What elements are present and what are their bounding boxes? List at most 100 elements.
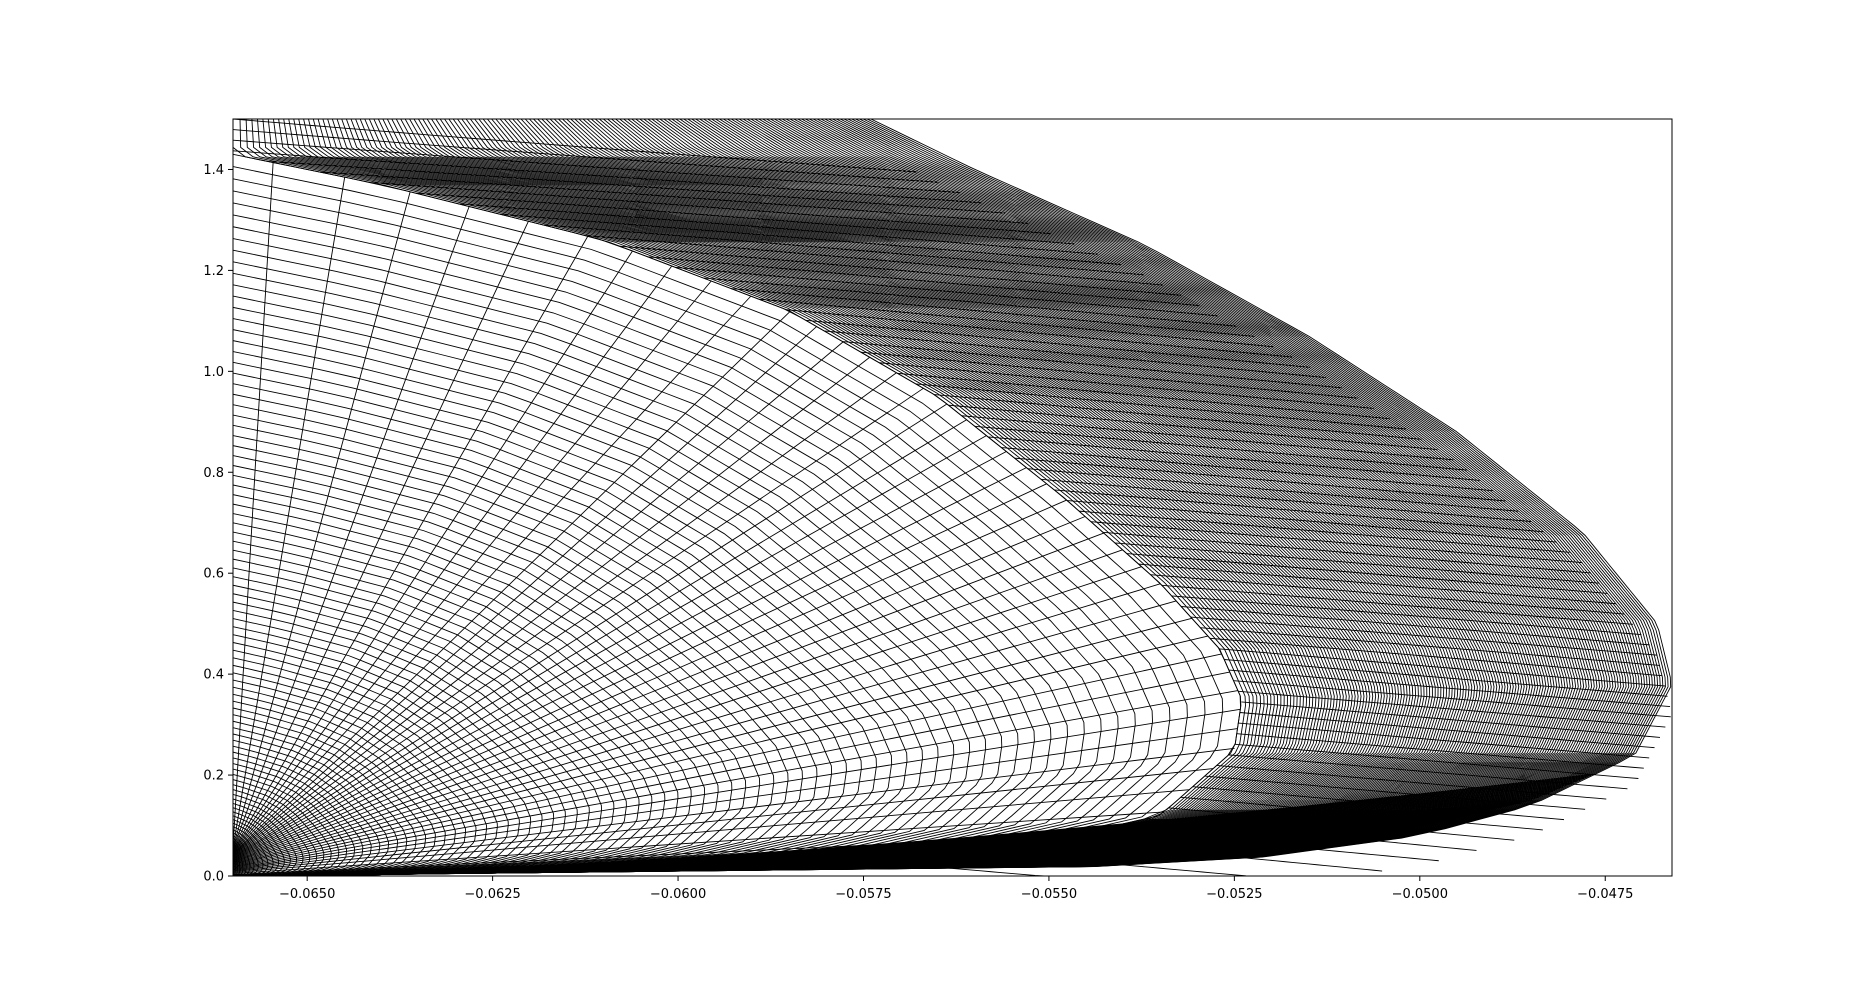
mesh-line-outer bbox=[860, 351, 1358, 399]
mesh-curve-inner bbox=[233, 272, 1068, 876]
mesh-curve-outer bbox=[233, 119, 1611, 876]
mesh-curve-inner bbox=[233, 609, 578, 876]
mesh-curve-outer bbox=[233, 119, 1341, 876]
mesh-curve-outer bbox=[233, 119, 1304, 876]
mesh-curve-outer bbox=[233, 119, 1517, 876]
mesh-curve-outer bbox=[233, 119, 1563, 876]
y-tick-label: 0.8 bbox=[203, 466, 224, 481]
mesh-curve-inner bbox=[233, 351, 955, 876]
mesh-spoke bbox=[233, 206, 470, 850]
mesh-line-outer bbox=[1190, 616, 1658, 656]
mesh-line-outer bbox=[675, 266, 1219, 317]
mesh-line-outer bbox=[786, 309, 1292, 358]
mesh-curve-outer bbox=[233, 119, 1250, 876]
mesh-line-outer bbox=[1233, 680, 1671, 718]
axes-box bbox=[232, 118, 1673, 877]
mesh-curve-outer bbox=[233, 119, 1332, 876]
mesh-curve-outer bbox=[233, 119, 1520, 876]
mesh-curve-outer bbox=[233, 119, 1669, 876]
mesh-curve-outer bbox=[233, 119, 1431, 876]
mesh-curve-outer bbox=[233, 119, 1664, 876]
mesh-curve-outer bbox=[233, 119, 1371, 876]
mesh-curve-outer bbox=[233, 119, 1379, 876]
mesh-line-outer bbox=[934, 394, 1422, 440]
mesh-curve-inner bbox=[233, 383, 908, 876]
mesh-curve-outer bbox=[233, 119, 1391, 876]
mesh-curve-outer bbox=[233, 119, 1282, 876]
mesh-line-outer bbox=[267, 160, 1005, 214]
mesh-curve-outer bbox=[233, 119, 1356, 876]
mesh-curve-outer bbox=[233, 119, 1261, 876]
mesh-curve-inner bbox=[233, 372, 923, 876]
mesh-line-outer bbox=[1235, 743, 1639, 779]
mesh-curve-outer bbox=[233, 119, 1400, 876]
mesh-curve-outer bbox=[233, 119, 1560, 876]
mesh-curve-outer bbox=[233, 119, 1301, 876]
mesh-curve-inner bbox=[233, 679, 477, 876]
mesh-curve-inner bbox=[233, 664, 498, 876]
mesh-curve-outer bbox=[233, 119, 1648, 876]
mesh-line-outer bbox=[500, 213, 1121, 265]
mesh-curve-outer bbox=[233, 119, 1632, 876]
mesh-curve-inner bbox=[233, 634, 543, 876]
mesh-curve-outer bbox=[233, 119, 1531, 876]
mesh-curve-inner bbox=[233, 284, 1052, 876]
mesh-curve-outer bbox=[233, 119, 1522, 876]
mesh-line-outer bbox=[1224, 659, 1668, 697]
x-tick-label: −0.0650 bbox=[279, 887, 335, 902]
mesh-line-outer bbox=[1239, 712, 1655, 749]
mesh-curve-outer bbox=[233, 119, 1422, 876]
mesh-curve-outer bbox=[233, 119, 1374, 876]
mesh-curve-inner bbox=[233, 214, 1153, 876]
mesh-line-outer bbox=[647, 256, 1200, 307]
mesh-curve-outer bbox=[233, 119, 1268, 876]
mesh-curve-inner bbox=[233, 584, 615, 876]
mesh-curve-outer bbox=[233, 119, 1525, 876]
mesh-curve-outer bbox=[233, 119, 1536, 876]
mesh-curve-inner bbox=[233, 531, 692, 876]
mesh-curve-outer bbox=[233, 119, 1265, 876]
mesh-curve-inner bbox=[233, 593, 602, 876]
mesh-curve-outer bbox=[233, 119, 1338, 876]
x-tick-label: −0.0550 bbox=[1021, 887, 1077, 902]
mesh-curve-inner bbox=[233, 424, 847, 876]
mesh-curve-outer bbox=[233, 119, 1279, 876]
mesh-line-outer bbox=[458, 203, 1098, 255]
mesh-curve-outer bbox=[233, 119, 1672, 876]
mesh-curve-inner bbox=[233, 558, 653, 876]
mesh-curve-inner bbox=[233, 404, 877, 876]
mesh-line-outer bbox=[915, 383, 1406, 430]
mesh-curve-outer bbox=[233, 119, 1550, 876]
mesh-curve-outer bbox=[233, 119, 1473, 876]
mesh-curve-inner bbox=[233, 642, 532, 876]
mesh-line-outer bbox=[1054, 489, 1544, 533]
mesh-curve-inner bbox=[233, 601, 590, 876]
mesh-curve-outer bbox=[233, 119, 1323, 876]
mesh-curve-outer bbox=[233, 119, 1528, 876]
y-tick-label: 1.0 bbox=[203, 365, 224, 380]
mesh-line-outer bbox=[543, 224, 1144, 276]
x-tick-label: −0.0500 bbox=[1392, 887, 1448, 902]
mesh-curve-outer bbox=[233, 119, 1417, 876]
mesh-curve-outer bbox=[233, 119, 1616, 876]
mesh-spoke bbox=[233, 532, 1104, 863]
mesh-spoke bbox=[233, 451, 1007, 860]
mesh-spoke bbox=[233, 419, 967, 859]
mesh-line-outer bbox=[1114, 542, 1600, 584]
mesh-line-outer bbox=[619, 245, 1182, 296]
mesh-spoke bbox=[233, 811, 1165, 874]
mesh-curve-inner bbox=[233, 202, 1171, 876]
mesh-curve-outer bbox=[233, 119, 1566, 876]
mesh-curve-outer bbox=[233, 119, 1514, 876]
mesh-spoke bbox=[233, 435, 987, 859]
mesh-curve-outer bbox=[233, 119, 1453, 876]
mesh-curve-inner bbox=[233, 540, 679, 876]
mesh-curve-outer bbox=[233, 119, 1481, 876]
mesh-line-outer bbox=[1102, 531, 1592, 574]
mesh-curve-outer bbox=[233, 119, 1288, 876]
mesh-curve-outer bbox=[233, 119, 1478, 876]
mesh-curve-outer bbox=[233, 119, 1552, 876]
mesh-curve-outer bbox=[233, 119, 1498, 876]
mesh-curve-inner bbox=[233, 393, 893, 876]
mesh-line-outer bbox=[758, 298, 1274, 348]
